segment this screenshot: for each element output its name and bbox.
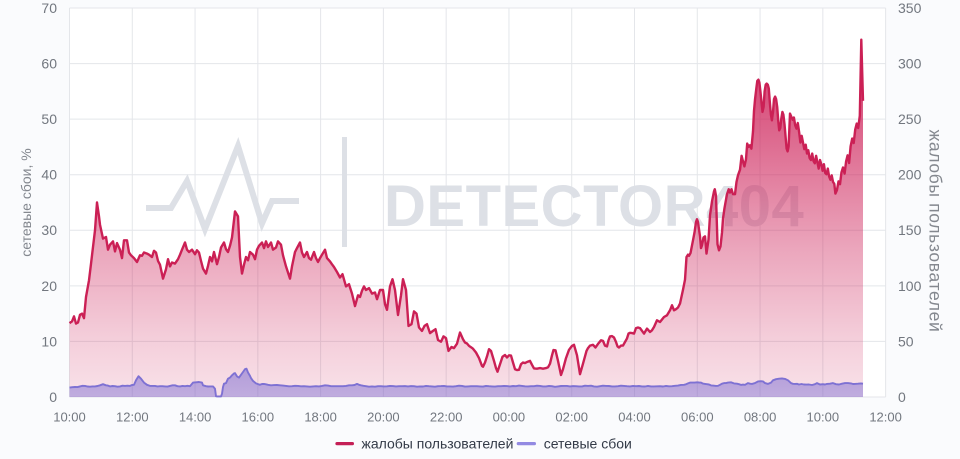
svg-text:сетевые сбои: сетевые сбои (544, 436, 632, 452)
svg-text:250: 250 (898, 111, 922, 127)
svg-text:20:00: 20:00 (367, 410, 400, 425)
svg-text:100: 100 (898, 278, 922, 294)
svg-text:00:00: 00:00 (493, 410, 526, 425)
svg-text:10: 10 (41, 333, 57, 349)
svg-text:50: 50 (898, 333, 914, 349)
svg-text:04:00: 04:00 (618, 410, 651, 425)
svg-text:12:00: 12:00 (116, 410, 149, 425)
svg-text:22:00: 22:00 (430, 410, 463, 425)
svg-text:16:00: 16:00 (242, 410, 275, 425)
svg-text:18:00: 18:00 (304, 410, 337, 425)
svg-text:10:00: 10:00 (53, 410, 86, 425)
svg-text:10:00: 10:00 (807, 410, 840, 425)
svg-text:0: 0 (898, 389, 906, 405)
svg-text:0: 0 (49, 389, 57, 405)
svg-text:150: 150 (898, 222, 922, 238)
svg-text:14:00: 14:00 (179, 410, 212, 425)
svg-text:70: 70 (41, 0, 57, 16)
svg-text:20: 20 (41, 278, 57, 294)
svg-text:08:00: 08:00 (744, 410, 777, 425)
svg-text:06:00: 06:00 (681, 410, 714, 425)
svg-text:60: 60 (41, 56, 57, 72)
svg-text:50: 50 (41, 111, 57, 127)
svg-text:02:00: 02:00 (555, 410, 588, 425)
svg-text:12:00: 12:00 (869, 410, 902, 425)
svg-text:30: 30 (41, 222, 57, 238)
svg-text:жалобы пользователей: жалобы пользователей (362, 436, 514, 452)
svg-text:сетевые сбои, %: сетевые сбои, % (18, 148, 34, 256)
svg-text:300: 300 (898, 56, 922, 72)
svg-text:40: 40 (41, 167, 57, 183)
svg-text:350: 350 (898, 0, 922, 16)
svg-text:200: 200 (898, 167, 922, 183)
svg-text:жалобы пользователей: жалобы пользователей (926, 130, 946, 333)
